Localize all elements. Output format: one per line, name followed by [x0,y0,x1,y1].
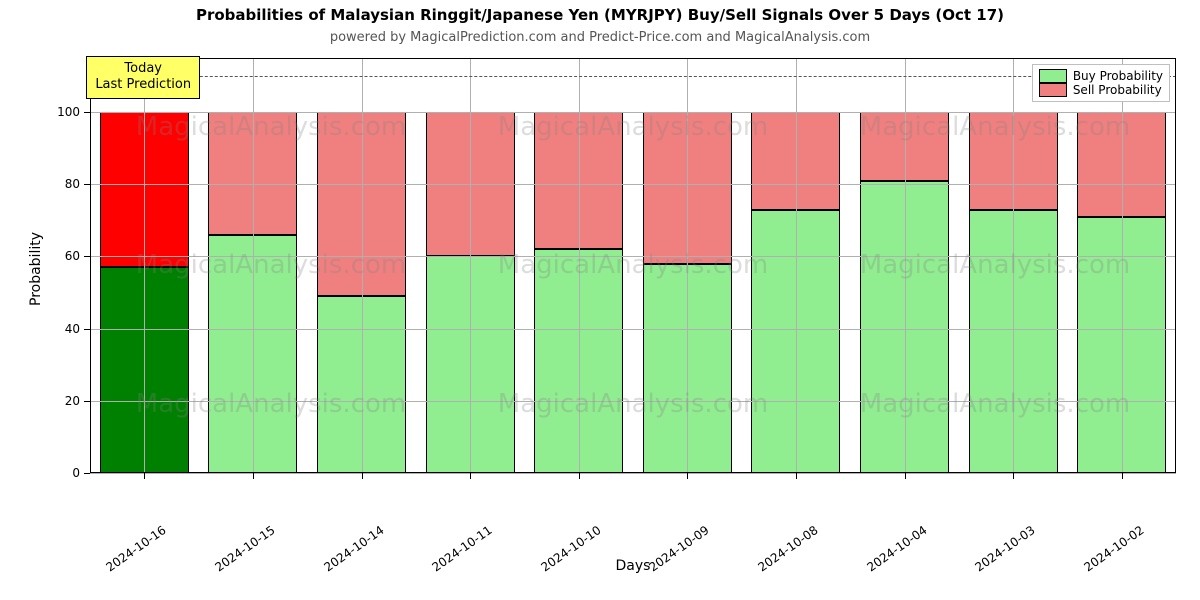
y-tick-label: 60 [50,249,80,263]
gridline-vertical [1013,58,1014,473]
y-tick-label: 0 [50,466,80,480]
y-tick [84,184,90,185]
x-tick [687,473,688,479]
y-tick-label: 80 [50,177,80,191]
y-tick [84,256,90,257]
chart-root: Probabilities of Malaysian Ringgit/Japan… [0,0,1200,600]
x-tick [470,473,471,479]
legend-label: Sell Probability [1073,83,1162,97]
x-tick [905,473,906,479]
today-annotation: Today Last Prediction [86,56,200,99]
gridline-vertical [796,58,797,473]
gridline-vertical [253,58,254,473]
y-tick [84,112,90,113]
gridline-vertical [1122,58,1123,473]
y-tick-label: 100 [50,105,80,119]
x-axis-label: Days [90,558,1176,574]
x-tick [144,473,145,479]
y-tick [84,473,90,474]
x-tick [253,473,254,479]
gridline-vertical [470,58,471,473]
y-tick [84,329,90,330]
y-tick [84,401,90,402]
legend-swatch [1039,83,1067,97]
x-tick [1013,473,1014,479]
chart-title: Probabilities of Malaysian Ringgit/Japan… [0,6,1200,24]
y-axis-label: Probability [28,231,44,305]
x-tick [579,473,580,479]
gridline-vertical [579,58,580,473]
legend-label: Buy Probability [1073,69,1163,83]
x-tick [1122,473,1123,479]
x-tick [362,473,363,479]
plot-area: Today Last Prediction Buy ProbabilitySel… [90,58,1176,473]
legend-entry: Buy Probability [1039,69,1163,83]
gridline-vertical [687,58,688,473]
gridline-vertical [362,58,363,473]
y-tick-label: 40 [50,322,80,336]
y-tick-label: 20 [50,394,80,408]
reference-line [90,76,1176,77]
gridline-vertical [144,58,145,473]
legend-swatch [1039,69,1067,83]
legend-entry: Sell Probability [1039,83,1163,97]
gridline-vertical [905,58,906,473]
legend: Buy ProbabilitySell Probability [1032,64,1170,102]
chart-subtitle: powered by MagicalPrediction.com and Pre… [0,30,1200,45]
x-tick [796,473,797,479]
